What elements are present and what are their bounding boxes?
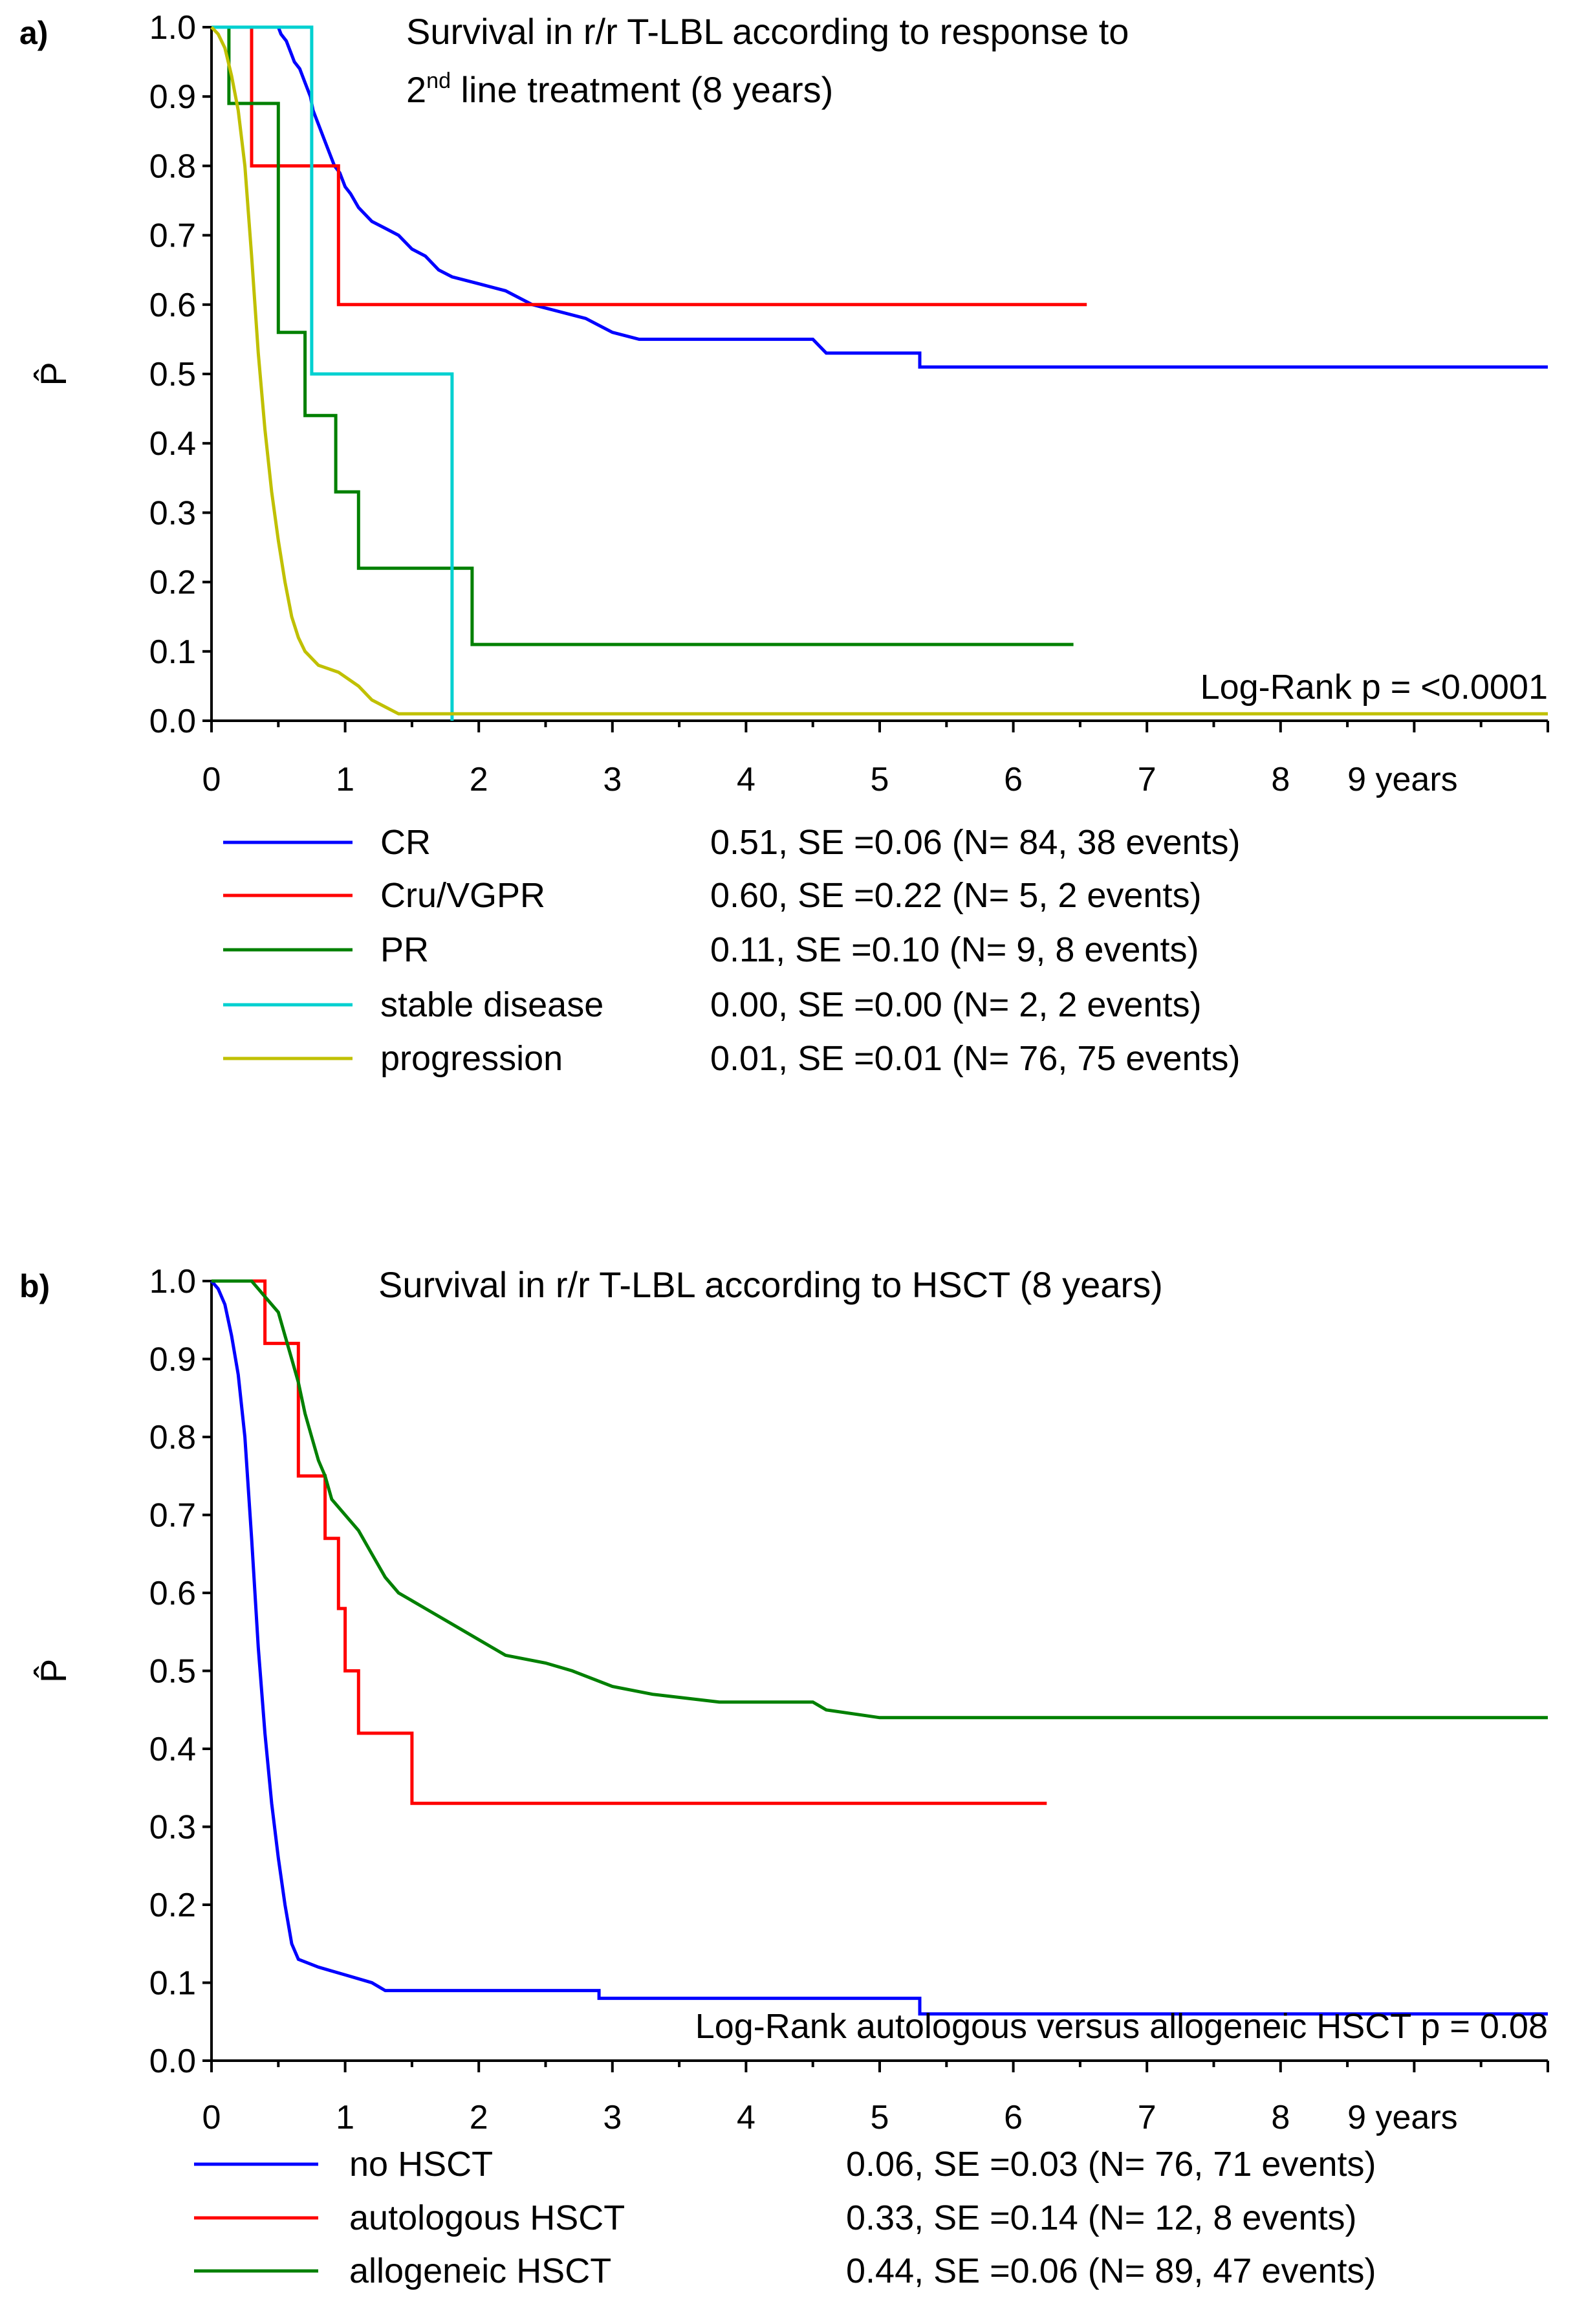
legend-entry: stable disease 0.00, SE =0.00 (N= 2, 2 ev… [223,985,1201,1024]
y-tick-label: 0.7 [149,217,196,255]
legend-entry: Cru/VGPR 0.60, SE =0.22 (N= 5, 2 events) [223,876,1201,915]
y-tick-label: 0.6 [149,287,196,324]
y-tick-label: 0.0 [149,2043,196,2080]
series-line-progression [210,26,1548,716]
series-line-autologous-hsct [212,1279,1047,1805]
x-tick-label: 0 [202,761,221,798]
legend-entry: no HSCT 0.06, SE =0.03 (N= 76, 71 events) [194,2145,1376,2184]
y-tick-label: 0.5 [149,356,196,393]
x-tick-label: 6 [1004,761,1023,798]
log-rank-annotation: Log-Rank autologous versus allogeneic HS… [695,2007,1548,2046]
chart-title: Survival in r/r T-LBL according to HSCT … [378,1264,1163,1305]
y-tick-label: 0.3 [149,494,196,532]
y-axis-label: P̂ [33,362,74,386]
y-tick-label: 0.0 [149,703,196,740]
y-tick-label: 0.7 [149,1497,196,1535]
legend-label: no HSCT [349,2145,493,2184]
legend-entry: autologous HSCT 0.33, SE =0.14 (N= 12, 8 … [194,2198,1357,2237]
series-line-no-hsct [210,1280,1548,2016]
y-tick-label: 0.1 [149,633,196,671]
legend-stats: 0.11, SE =0.10 (N= 9, 8 events) [710,930,1199,969]
title-ordinal-suffix: nd [426,69,451,93]
series-line-cr [212,25,1548,369]
x-tick-label: 4 [737,761,755,798]
y-tick-label: 0.1 [149,1965,196,2002]
series-line-stable-disease [212,25,454,721]
legend-label: stable disease [380,985,603,1024]
x-tick-label: 4 [737,2099,755,2136]
legend-stats: 0.51, SE =0.06 (N= 84, 38 events) [710,823,1241,862]
series-line-allogeneic-hsct [212,1279,1548,1720]
chart-title-line-2: 2nd line treatment (8 years) [406,69,833,110]
y-tick-label: 0.4 [149,1731,196,1768]
y-tick-label: 0.3 [149,1809,196,1847]
x-tick-label: 2 [470,2099,488,2136]
x-tick-label: 3 [603,761,622,798]
legend-label: Cru/VGPR [380,876,545,915]
y-tick-label: 0.9 [149,78,196,116]
legend-entry: progression 0.01, SE =0.01 (N= 76, 75 eve… [223,1039,1241,1078]
x-tick-label: 3 [603,2099,622,2136]
legend-stats: 0.44, SE =0.06 (N= 89, 47 events) [846,2252,1376,2290]
x-tick-label: 7 [1138,2099,1157,2136]
y-axis-label: P̂ [33,1659,74,1683]
x-tick-label: 5 [871,761,889,798]
x-tick-label: 9 years [1347,761,1458,798]
legend-entry: PR 0.11, SE =0.10 (N= 9, 8 events) [223,930,1199,969]
legend-entry: allogeneic HSCT 0.44, SE =0.06 (N= 89, 47… [194,2252,1376,2290]
legend-stats: 0.60, SE =0.22 (N= 5, 2 events) [710,876,1201,915]
x-tick-label: 8 [1271,761,1290,798]
legend-stats: 0.01, SE =0.01 (N= 76, 75 events) [710,1039,1241,1078]
legend-stats: 0.33, SE =0.14 (N= 12, 8 events) [846,2198,1357,2237]
legend-stats: 0.06, SE =0.03 (N= 76, 71 events) [846,2145,1376,2184]
y-tick-label: 0.2 [149,1887,196,1924]
y-tick-label: 0.9 [149,1341,196,1379]
y-tick-label: 0.8 [149,148,196,185]
log-rank-annotation: Log-Rank p = <0.0001 [1200,668,1548,707]
y-tick-label: 0.4 [149,425,196,463]
legend-label: CR [380,823,431,862]
legend-label: PR [380,930,429,969]
title-ordinal-number: 2 [406,69,426,110]
x-tick-label: 1 [336,2099,354,2136]
title-rest: line treatment (8 years) [451,69,833,110]
x-tick-label: 7 [1138,761,1157,798]
y-tick-label: 0.2 [149,564,196,602]
panel-letter: b) [19,1268,50,1304]
y-tick-label: 0.5 [149,1653,196,1691]
legend-label: autologous HSCT [349,2198,625,2237]
legend-label: allogeneic HSCT [349,2252,611,2290]
legend-stats: 0.00, SE =0.00 (N= 2, 2 events) [710,985,1201,1024]
legend-label: progression [380,1039,563,1078]
chart-title-line-1: Survival in r/r T-LBL according to respo… [406,11,1129,52]
chart-panel-a: a) Survival in r/r T-LBL according to res… [19,9,1549,1078]
y-tick-label: 0.8 [149,1419,196,1456]
x-tick-label: 8 [1271,2099,1290,2136]
x-tick-label: 1 [336,761,354,798]
x-tick-label: 2 [470,761,488,798]
y-tick-label: 0.6 [149,1575,196,1612]
y-tick-label: 1.0 [149,1263,196,1300]
panel-letter: a) [19,15,48,51]
x-tick-label: 9 years [1347,2099,1458,2136]
x-tick-label: 5 [871,2099,889,2136]
y-tick-label: 1.0 [149,9,196,47]
chart-panel-b: b) Survival in r/r T-LBL according to HSC… [19,1263,1549,2290]
legend-entry: CR 0.51, SE =0.06 (N= 84, 38 events) [223,823,1241,862]
x-tick-label: 0 [202,2099,221,2136]
x-tick-label: 6 [1004,2099,1023,2136]
